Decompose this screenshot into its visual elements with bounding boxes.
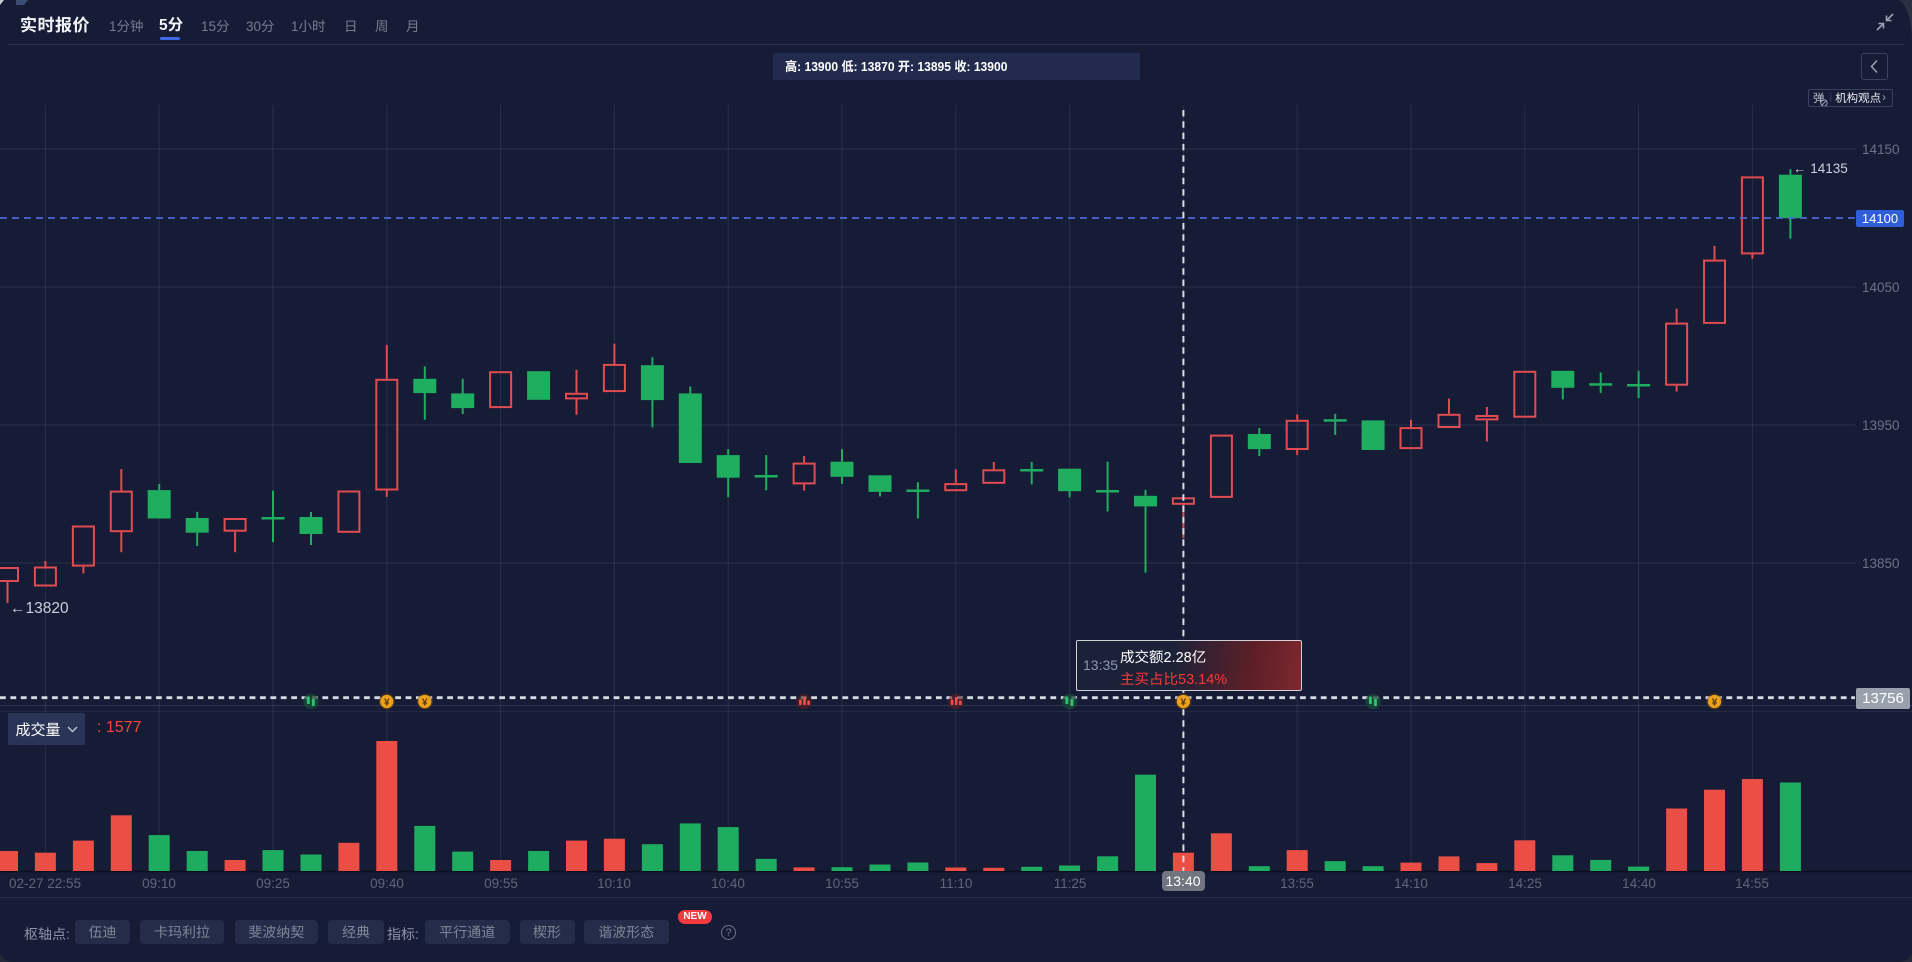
svg-text:¥: ¥	[384, 698, 390, 709]
svg-text:←13820: ←13820	[10, 600, 69, 617]
svg-text:¥: ¥	[1712, 698, 1718, 709]
svg-text:¥: ¥	[422, 698, 428, 709]
svg-text:← 14135: ← 14135	[1793, 161, 1848, 176]
svg-text:¥: ¥	[1181, 698, 1187, 709]
